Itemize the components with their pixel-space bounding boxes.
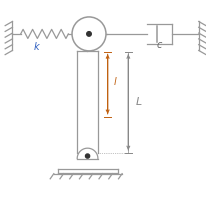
Circle shape <box>85 154 89 158</box>
Circle shape <box>86 32 91 36</box>
Text: k: k <box>33 42 39 52</box>
Circle shape <box>72 17 105 51</box>
Text: c: c <box>156 40 161 50</box>
Text: L: L <box>135 97 141 107</box>
Text: l: l <box>113 76 116 86</box>
